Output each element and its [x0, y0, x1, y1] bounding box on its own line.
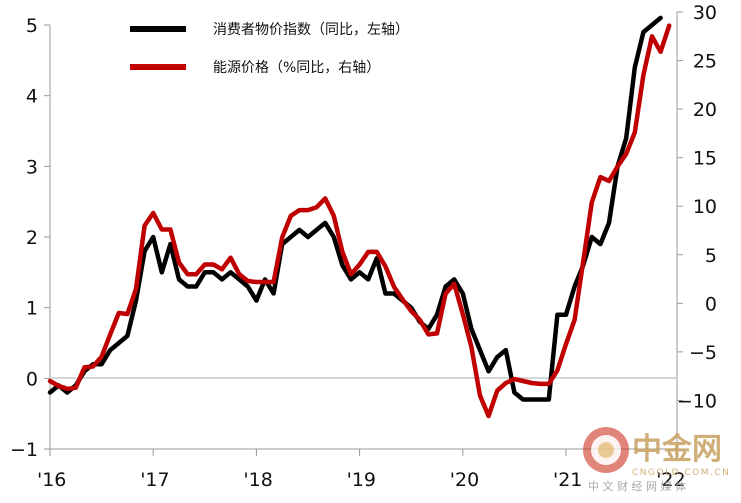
- x-tick-label: '18: [243, 469, 272, 491]
- right-tick-label: −5: [689, 342, 717, 364]
- right-tick-label: 25: [693, 51, 717, 73]
- left-tick-label: 1: [26, 298, 38, 320]
- left-tick-label: −1: [10, 439, 38, 461]
- left-axis-ticks: −1 0 1 2 3 4 5: [10, 15, 50, 461]
- series-line-energy: [47, 23, 672, 419]
- x-axis-ticks: '16 '17 '18 '19 '20 '21 '22: [37, 449, 686, 491]
- right-axis-ticks: −10 −5 0 5 10 15 20 25 30: [677, 2, 717, 412]
- watermark: 中金网 CNGOLD.COM.CN 中 文 财 经 网 媒 体: [583, 427, 730, 493]
- right-tick-label: 5: [705, 245, 717, 267]
- watermark-tagline: 中 文 财 经 网 媒 体: [588, 479, 686, 493]
- x-tick-label: '17: [140, 469, 169, 491]
- legend: 消费者物价指数（同比，左轴） 能源价格（%同比，右轴）: [130, 22, 409, 76]
- x-tick-label: '22: [656, 469, 685, 491]
- right-tick-label: 15: [693, 148, 717, 170]
- left-tick-label: 0: [26, 368, 38, 390]
- watermark-logo-icon: [583, 427, 629, 473]
- series-line-cpi: [47, 15, 663, 402]
- series-layer: [47, 15, 672, 419]
- left-tick-label: 5: [26, 15, 38, 37]
- left-tick-label: 4: [26, 86, 38, 108]
- legend-label-cpi: 消费者物价指数（同比，左轴）: [213, 22, 409, 38]
- right-tick-label: 0: [705, 293, 717, 315]
- x-tick-label: '19: [347, 469, 376, 491]
- right-tick-label: −10: [677, 390, 717, 412]
- left-tick-label: 3: [26, 156, 38, 178]
- right-tick-label: 20: [693, 99, 717, 121]
- x-tick-label: '21: [553, 469, 582, 491]
- watermark-title: 中金网: [632, 432, 722, 467]
- x-tick-label: '16: [37, 469, 66, 491]
- x-tick-label: '20: [450, 469, 479, 491]
- right-tick-label: 10: [693, 196, 717, 218]
- left-tick-label: 2: [26, 227, 38, 249]
- right-tick-label: 30: [693, 2, 717, 24]
- legend-label-energy: 能源价格（%同比，右轴）: [213, 60, 380, 76]
- watermark-domain: CNGOLD.COM.CN: [632, 468, 730, 478]
